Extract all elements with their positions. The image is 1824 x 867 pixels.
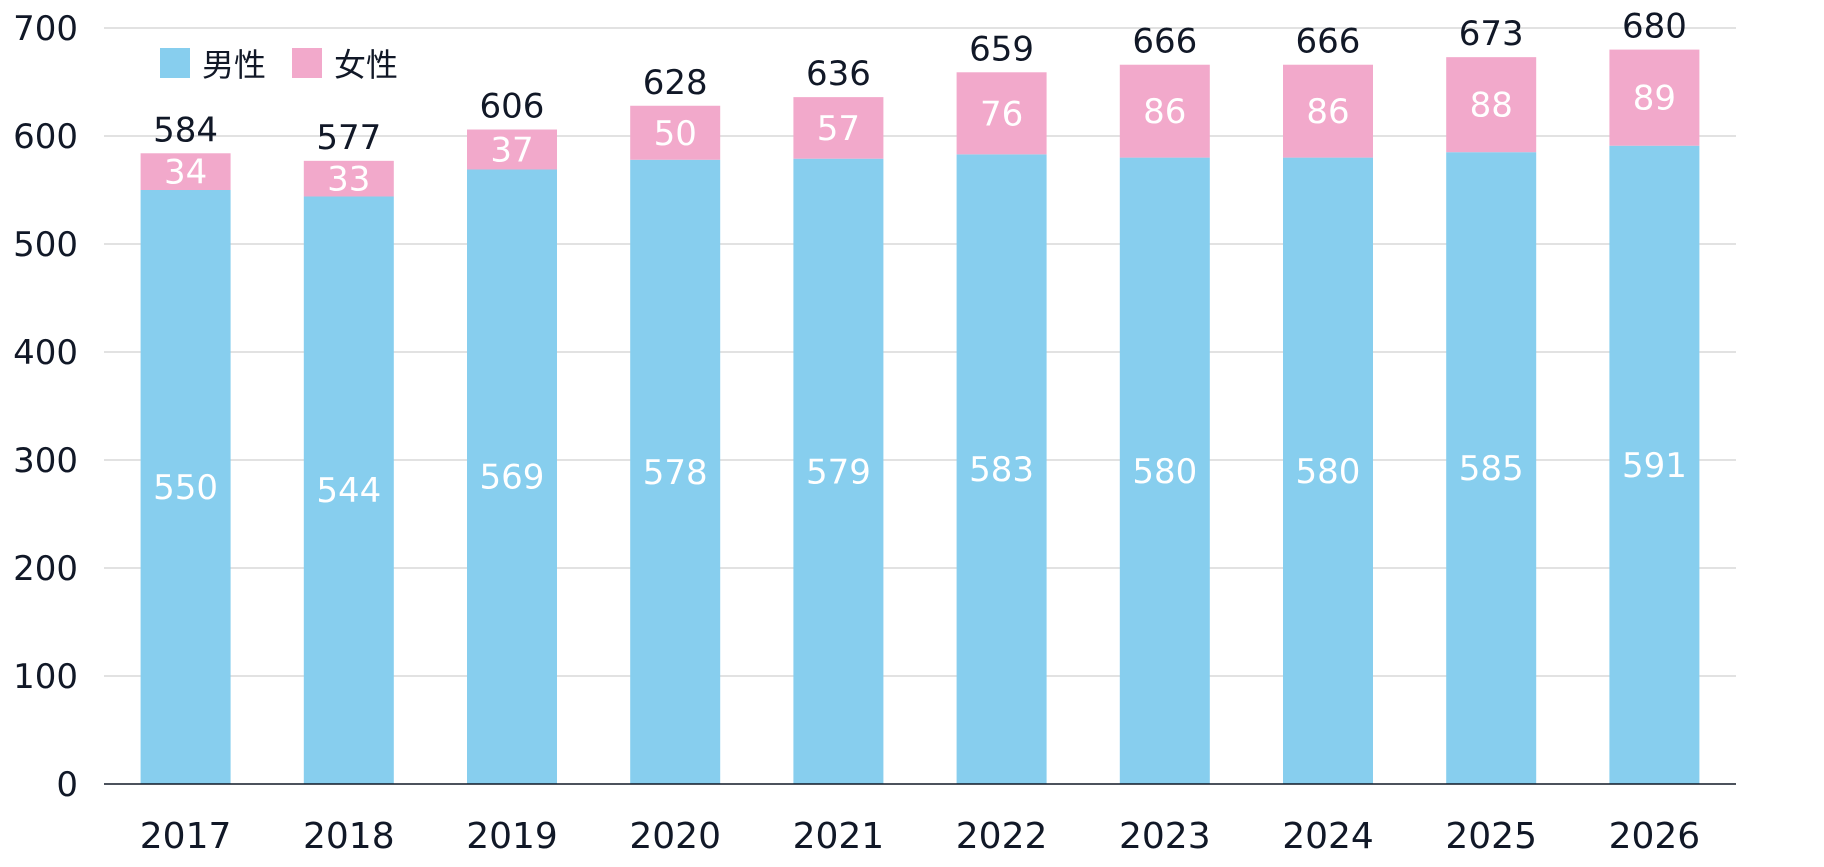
- data-label-total: 584: [153, 110, 218, 150]
- data-label-total: 628: [643, 63, 708, 103]
- y-tick-label: 100: [13, 657, 78, 697]
- bar-female-2026: [1609, 49, 1700, 146]
- data-label-male: 544: [316, 471, 381, 511]
- bar-male-2023: [1119, 157, 1210, 785]
- data-label-female: 50: [654, 114, 697, 154]
- bar-male-2020: [630, 159, 721, 784]
- data-label-male: 550: [153, 468, 218, 508]
- x-tick-label: 2022: [956, 816, 1048, 857]
- x-tick-label: 2017: [140, 816, 232, 857]
- data-label-male: 578: [643, 453, 708, 493]
- y-tick-label: 200: [13, 549, 78, 589]
- x-tick-label: 2023: [1119, 816, 1211, 857]
- bar-male-2022: [956, 154, 1047, 785]
- bar-female-2025: [1446, 57, 1537, 153]
- data-label-female: 34: [164, 153, 207, 193]
- data-label-male: 580: [1132, 452, 1197, 492]
- data-label-male: 583: [969, 450, 1034, 490]
- data-label-male: 579: [806, 452, 871, 492]
- x-tick-label: 2024: [1282, 816, 1374, 857]
- legend-item-female: 女性: [292, 40, 398, 86]
- data-label-female: 57: [817, 109, 860, 149]
- bar-male-2025: [1446, 152, 1537, 784]
- data-label-female: 89: [1633, 79, 1676, 119]
- y-tick-label: 600: [13, 117, 78, 157]
- bar-female-2017: [140, 153, 231, 190]
- bar-female-2021: [793, 97, 884, 159]
- x-tick-label: 2020: [629, 816, 721, 857]
- bar-male-2021: [793, 158, 884, 784]
- bar-female-2024: [1283, 64, 1373, 158]
- legend-swatch-female: [292, 48, 323, 78]
- y-tick-label: 0: [56, 765, 78, 805]
- x-tick-label: 2019: [466, 816, 558, 857]
- x-tick-label: 2025: [1445, 816, 1537, 857]
- data-label-female: 86: [1143, 92, 1186, 132]
- x-tick-label: 2018: [303, 816, 395, 857]
- data-label-female: 33: [327, 160, 370, 200]
- data-label-total: 659: [969, 29, 1034, 69]
- data-label-female: 86: [1306, 92, 1349, 132]
- bar-male-2017: [140, 190, 231, 784]
- bar-female-2023: [1119, 64, 1210, 158]
- data-label-total: 577: [316, 118, 381, 158]
- y-tick-label: 400: [13, 333, 78, 373]
- y-tick-label: 500: [13, 225, 78, 265]
- bar-male-2018: [303, 196, 394, 785]
- legend-item-male: 男性: [160, 40, 266, 86]
- data-label-total: 666: [1132, 22, 1197, 62]
- x-tick-label: 2026: [1609, 816, 1701, 857]
- data-label-total: 673: [1459, 14, 1524, 54]
- bar-male-2019: [467, 169, 557, 785]
- legend-label-male: 男性: [202, 46, 267, 84]
- y-tick-label: 700: [13, 9, 78, 49]
- data-label-total: 666: [1296, 22, 1361, 62]
- data-label-total: 636: [806, 54, 871, 94]
- data-label-female: 76: [980, 94, 1023, 134]
- legend-label-female: 女性: [334, 46, 399, 84]
- data-label-total: 680: [1622, 7, 1687, 47]
- x-tick-label: 2021: [793, 816, 885, 857]
- bar-female-2022: [956, 72, 1047, 155]
- data-label-male: 569: [480, 458, 545, 498]
- bar-male-2024: [1283, 157, 1373, 785]
- data-label-total: 606: [480, 87, 545, 127]
- data-label-male: 591: [1622, 446, 1687, 486]
- bar-female-2018: [303, 160, 394, 197]
- bar-female-2019: [467, 129, 557, 170]
- data-label-male: 580: [1296, 452, 1361, 492]
- legend-swatch-male: [160, 48, 190, 78]
- bar-male-2026: [1609, 145, 1700, 785]
- y-tick-label: 300: [13, 441, 78, 481]
- data-label-female: 37: [490, 131, 533, 171]
- data-label-female: 88: [1470, 86, 1513, 126]
- legend: 男性 女性: [160, 40, 398, 86]
- data-label-male: 585: [1459, 449, 1524, 489]
- bar-female-2020: [630, 105, 721, 160]
